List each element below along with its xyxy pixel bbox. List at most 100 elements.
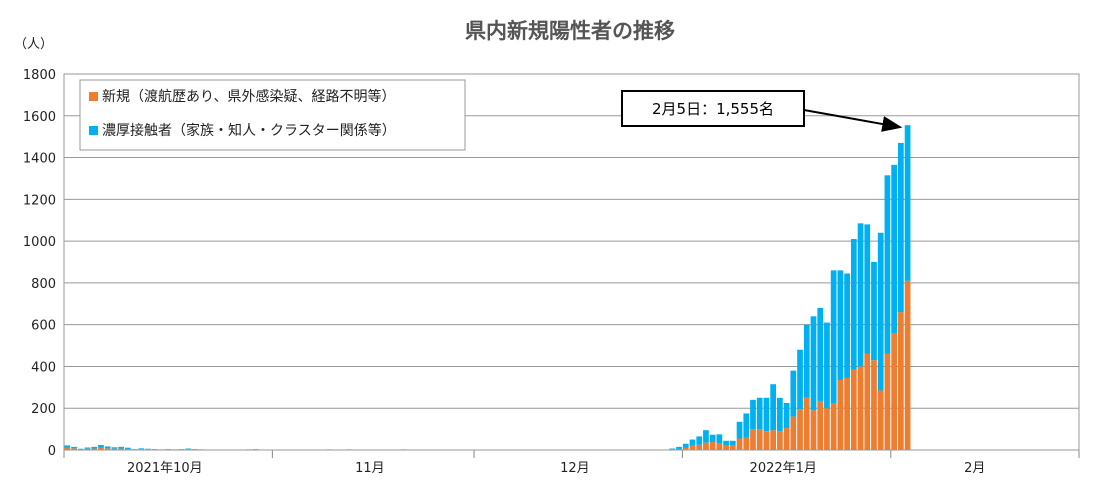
- bar-new: [703, 442, 709, 450]
- bar-contact: [709, 434, 716, 443]
- bars: [64, 125, 911, 450]
- bar-new: [696, 444, 703, 450]
- bar-contact: [729, 440, 736, 446]
- bar-new: [71, 448, 77, 450]
- bar-contact: [877, 232, 884, 391]
- bar-contact: [790, 370, 797, 417]
- x-tick-label: 2月: [964, 461, 985, 476]
- bar-new: [64, 447, 71, 450]
- bar-contact: [111, 447, 118, 449]
- callout: 2月5日：1,555名: [621, 90, 903, 132]
- bar-new: [810, 410, 817, 450]
- x-tick-label: 12月: [560, 461, 590, 476]
- bar-new: [750, 429, 756, 450]
- bar-contact: [124, 447, 131, 449]
- bar-new: [91, 448, 98, 450]
- bar-new: [716, 443, 723, 450]
- bar-contact: [669, 448, 676, 450]
- callout-text: 2月5日：1,555名: [652, 100, 774, 118]
- bar-contact: [77, 448, 84, 450]
- bar-contact: [777, 397, 783, 432]
- bar-contact: [98, 444, 104, 448]
- bar-contact: [797, 349, 803, 410]
- bar-contact: [689, 439, 696, 446]
- legend-label-new: 新規（渡航歴あり、県外感染疑、経路不明等）: [102, 88, 395, 105]
- bar-contact: [682, 443, 689, 448]
- bar-contact: [884, 175, 891, 354]
- callout-arrow: [803, 109, 903, 132]
- bar-contact: [64, 445, 71, 448]
- bar-contact: [817, 307, 824, 401]
- bar-contact: [676, 446, 682, 449]
- bar-contact: [850, 239, 857, 370]
- bar-new: [124, 448, 131, 450]
- bar-contact: [844, 273, 850, 378]
- bar-new: [743, 437, 750, 450]
- y-tick-label: 800: [31, 277, 56, 292]
- bar-new: [777, 431, 783, 450]
- y-axis-tick-labels: 0 200 400 600 800 1000 1200 1400 1600 1800: [23, 68, 56, 459]
- legend: 新規（渡航歴あり、県外感染疑、経路不明等） 濃厚接触者（家族・知人・クラスター関…: [79, 79, 466, 151]
- bar-new: [803, 397, 810, 450]
- y-tick-label: 1600: [23, 110, 56, 125]
- bar-new: [857, 366, 864, 450]
- x-tick-label: 11月: [355, 461, 385, 476]
- y-tick-label: 600: [31, 319, 56, 334]
- bar-new: [877, 390, 884, 450]
- bar-new: [884, 353, 891, 450]
- bar-new: [830, 403, 837, 450]
- x-axis: 2021年10月 11月 12月 2022年1月 2月: [63, 449, 1080, 476]
- bar-contact: [837, 270, 844, 381]
- bar-new: [871, 360, 877, 450]
- bar-contact: [891, 164, 898, 334]
- y-tick-label: 1000: [23, 235, 56, 250]
- bar-new: [676, 448, 682, 450]
- bar-new: [864, 353, 871, 450]
- bar-contact: [750, 399, 756, 430]
- bar-contact: [104, 446, 111, 449]
- bar-new: [104, 448, 111, 450]
- bar-contact: [810, 316, 817, 411]
- bar-contact: [723, 440, 729, 446]
- bar-contact: [71, 446, 77, 449]
- bar-new: [904, 280, 911, 450]
- gridlines: [64, 115, 1079, 409]
- bar-contact: [830, 270, 837, 403]
- bar-new: [783, 428, 790, 450]
- bar-contact: [736, 421, 743, 439]
- bar-new: [797, 409, 803, 450]
- bar-contact: [703, 430, 709, 443]
- bar-contact: [904, 125, 911, 281]
- legend-label-contact: 濃厚接触者（家族・知人・クラスター関係等）: [102, 122, 396, 139]
- bar-contact: [824, 322, 830, 409]
- y-tick-label: 200: [31, 402, 56, 417]
- bar-new: [824, 408, 830, 450]
- bar-contact: [252, 449, 259, 450]
- bar-new: [111, 448, 118, 450]
- bar-new: [98, 447, 104, 450]
- y-tick-label: 0: [48, 444, 56, 459]
- bar-contact: [770, 384, 777, 431]
- bar-contact: [84, 447, 91, 449]
- bar-contact: [864, 224, 871, 354]
- bar-new: [850, 369, 857, 450]
- y-tick-label: 1200: [23, 193, 56, 208]
- bar-contact: [743, 413, 750, 438]
- bar-contact: [756, 397, 763, 430]
- bar-contact: [696, 436, 703, 445]
- bar-new: [682, 447, 689, 450]
- bar-contact: [857, 223, 864, 367]
- y-axis-unit-label: （人）: [14, 37, 53, 52]
- bar-contact: [716, 434, 723, 444]
- callout-box: [621, 90, 805, 127]
- bar-contact: [145, 448, 151, 450]
- bar-contact: [185, 448, 192, 450]
- bar-contact: [118, 446, 124, 449]
- bar-new: [723, 445, 729, 450]
- bar-new: [837, 380, 844, 450]
- bar-new: [736, 438, 743, 450]
- bar-contact: [871, 262, 877, 361]
- bar-contact: [763, 397, 770, 432]
- bar-contact: [91, 446, 98, 449]
